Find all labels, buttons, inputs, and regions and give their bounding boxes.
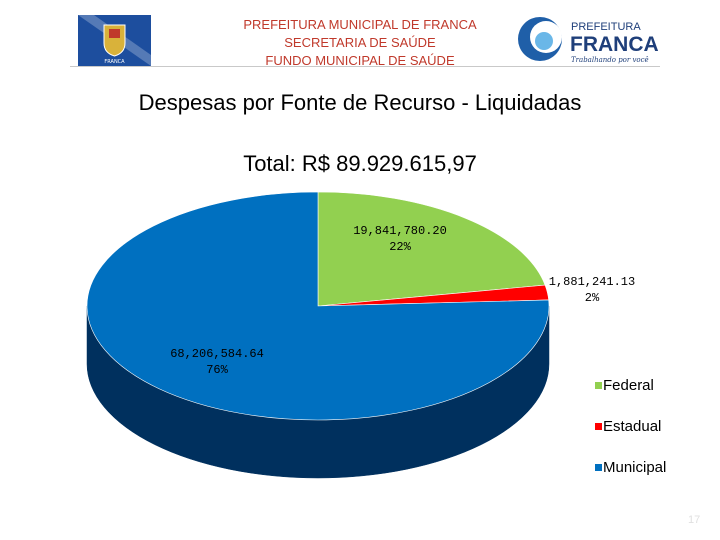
legend-label-municipal: Municipal bbox=[603, 459, 667, 476]
page-number: 17 bbox=[688, 514, 701, 526]
total-amount: Total: R$ 89.929.615,97 bbox=[243, 151, 477, 176]
org-name: PREFEITURA MUNICIPAL DE FRANCA bbox=[243, 17, 477, 32]
data-label-percent-municipal: 76% bbox=[206, 363, 228, 377]
legend-item-estadual: Estadual bbox=[595, 416, 666, 437]
legend-swatch-federal bbox=[595, 382, 602, 389]
data-label-value-municipal: 68,206,584.64 bbox=[170, 347, 264, 361]
legend-item-federal: Federal bbox=[595, 375, 666, 396]
org-department: SECRETARIA DE SAÚDE bbox=[284, 35, 436, 50]
logo-top-text: PREFEITURA bbox=[571, 21, 641, 33]
legend-label-estadual: Estadual bbox=[603, 418, 662, 435]
data-label-value-federal: 19,841,780.20 bbox=[353, 224, 447, 238]
chart-legend: Federal Estadual Municipal bbox=[595, 375, 666, 498]
org-fund: FUNDO MUNICIPAL DE SAÚDE bbox=[265, 53, 455, 68]
legend-label-federal: Federal bbox=[603, 377, 654, 394]
pie-slice-federal bbox=[317, 191, 546, 307]
legend-swatch-estadual bbox=[595, 423, 602, 430]
crest-text: FRANCA bbox=[104, 59, 125, 65]
logo-name-text: FRANCA bbox=[570, 33, 659, 56]
header-divider bbox=[70, 66, 660, 67]
data-label-percent-federal: 22% bbox=[389, 240, 411, 254]
data-label-percent-estadual: 2% bbox=[585, 291, 600, 305]
legend-item-municipal: Municipal bbox=[595, 457, 666, 478]
pie-slice-municipal bbox=[86, 191, 550, 421]
organization-header: PREFEITURA MUNICIPAL DE FRANCA SECRETARI… bbox=[200, 16, 520, 70]
slide-title: Despesas por Fonte de Recurso - Liquidad… bbox=[138, 90, 582, 115]
prefeitura-franca-logo: PREFEITURA FRANCA Trabalhando por você bbox=[518, 17, 659, 64]
logo-tagline-text: Trabalhando por você bbox=[571, 56, 649, 64]
data-label-value-estadual: 1,881,241.13 bbox=[549, 275, 635, 289]
city-crest-logo: FRANCA bbox=[78, 15, 151, 66]
legend-swatch-municipal bbox=[595, 464, 602, 471]
